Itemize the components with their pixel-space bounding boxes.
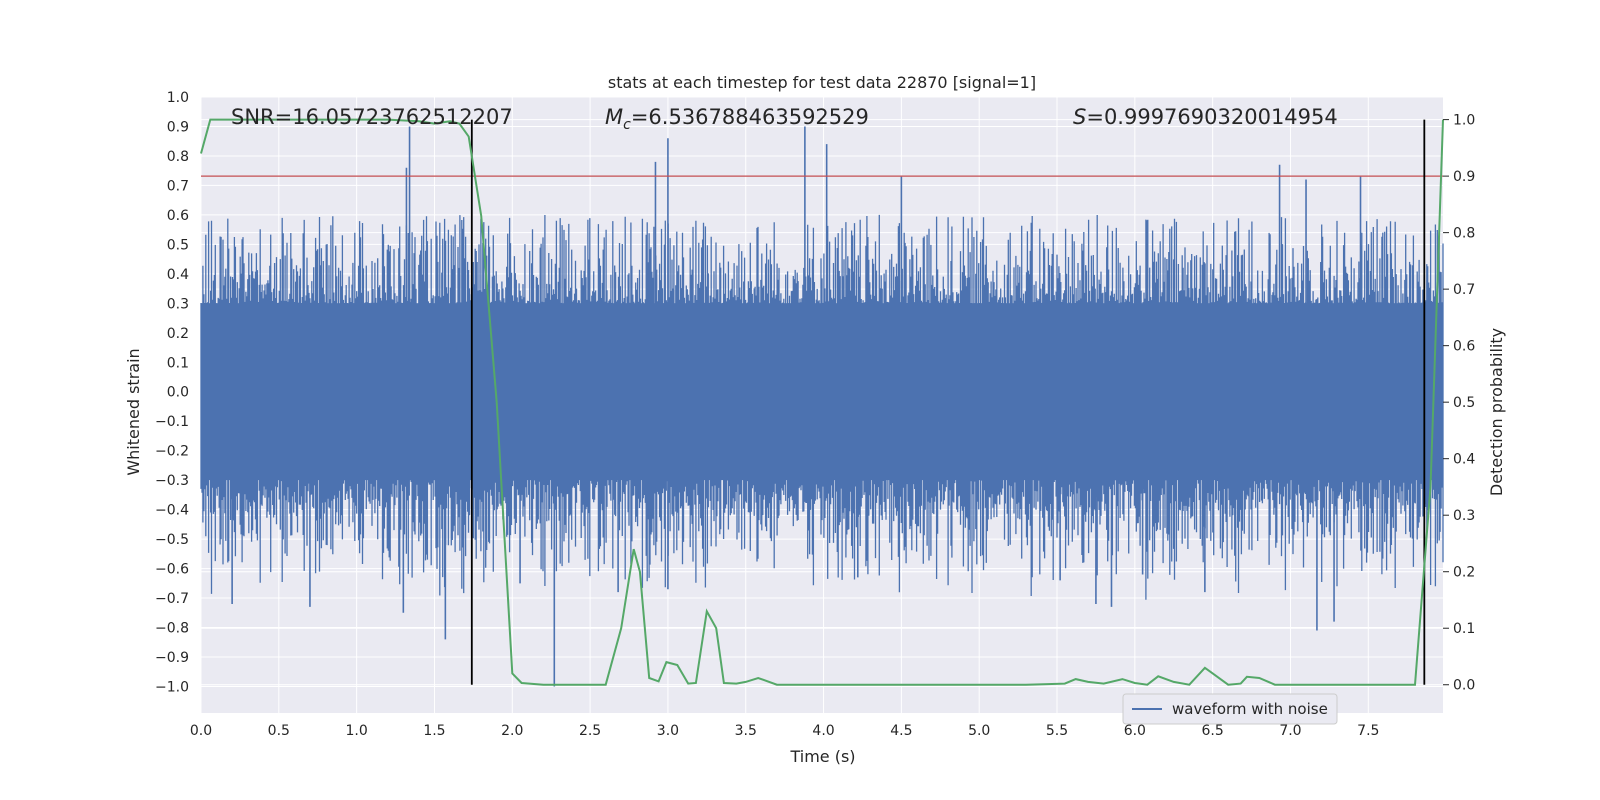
x-tick-label-0: 0.0 [190,723,212,739]
overlay-lines [201,119,1443,685]
y-right-tick-label-0: 1.0 [1453,113,1475,129]
y-tick-label-6: 0.4 [167,267,189,283]
y-tick-label-9: 0.1 [167,355,189,371]
y-right-axis-label: Detection probability [1487,328,1506,496]
y-right-tick-label-1: 0.9 [1453,169,1475,185]
probability-series [200,118,1444,686]
y-tick-label-7: 0.3 [167,296,189,312]
x-tick-label-15: 7.5 [1357,723,1379,739]
y-tick-label-15: −0.5 [155,532,189,548]
y-tick-label-13: −0.3 [155,473,189,489]
y-tick-label-12: −0.2 [155,444,189,460]
x-tick-label-4: 2.0 [501,723,523,739]
x-axis-label: Time (s) [789,747,855,766]
x-tick-label-12: 6.0 [1124,723,1146,739]
legend-label-waveform: waveform with noise [1172,700,1328,718]
snr-annotation: SNR=16.05723762512207 [231,105,513,129]
y-right-tick-label-7: 0.3 [1453,508,1475,524]
y-tick-label-1: 0.9 [167,119,189,135]
y-axis-label: Whitened strain [124,348,143,475]
legend-box [1122,693,1338,725]
legend: waveform with noise [1122,693,1338,725]
x-tick-label-6: 3.0 [657,723,679,739]
y-tick-label-8: 0.2 [167,326,189,342]
y-right-tick-label-4: 0.6 [1453,339,1475,355]
y-tick-label-2: 0.8 [167,149,189,165]
x-tick-label-11: 5.5 [1046,723,1068,739]
chart-title: stats at each timestep for test data 228… [608,73,1036,92]
y-tick-label-11: −0.1 [155,414,189,430]
y-right-tick-label-9: 0.1 [1453,621,1475,637]
y-tick-label-10: 0.0 [167,385,189,401]
y-tick-label-14: −0.4 [155,503,189,519]
x-tick-label-9: 4.5 [890,723,912,739]
y-tick-label-5: 0.5 [167,237,189,253]
y-tick-label-20: −1.0 [155,679,189,695]
y-right-tick-label-8: 0.2 [1453,565,1475,581]
detection-probability-line [200,118,1444,686]
axis-ticks: 0.0 0.5 1.0 1.5 2.0 2.5 3.0 3.5 4.0 4.5 5.0 5.5 6.0 6… [155,90,1475,739]
y-right-tick-label-2: 0.8 [1453,226,1475,242]
score-value: =0.9997690320014954 [1086,105,1337,129]
chirp-mass-symbol: M [605,105,623,129]
x-tick-label-8: 4.0 [812,723,834,739]
waveform-series [200,126,1444,687]
y-tick-label-3: 0.7 [167,178,189,194]
y-right-tick-label-10: 0.0 [1453,678,1475,694]
x-tick-label-7: 3.5 [735,723,757,739]
y-right-tick-label-3: 0.7 [1453,282,1475,298]
x-tick-label-1: 0.5 [268,723,290,739]
y-tick-label-0: 1.0 [167,90,189,106]
y-tick-label-18: −0.8 [155,621,189,637]
x-tick-label-3: 1.5 [423,723,445,739]
chirp-mass-subscript: c [623,117,631,133]
y-right-tick-label-6: 0.4 [1453,452,1475,468]
y-tick-label-4: 0.6 [167,208,189,224]
score-annotation: S=0.9997690320014954 [1073,105,1338,129]
y-tick-label-16: −0.6 [155,562,189,578]
x-tick-label-2: 1.0 [346,723,368,739]
y-tick-label-17: −0.7 [155,591,189,607]
x-tick-label-5: 2.5 [579,723,601,739]
x-tick-label-13: 6.5 [1202,723,1224,739]
y-right-tick-label-5: 0.5 [1453,395,1475,411]
chirp-mass-value: =6.536788463592529 [631,105,869,129]
y-tick-label-19: −0.9 [155,650,189,666]
waveform-core [201,303,1443,481]
score-symbol: S [1073,105,1086,129]
x-tick-label-10: 5.0 [968,723,990,739]
x-tick-label-14: 7.0 [1279,723,1301,739]
chirp-mass-annotation: Mc=6.536788463592529 [605,105,869,133]
